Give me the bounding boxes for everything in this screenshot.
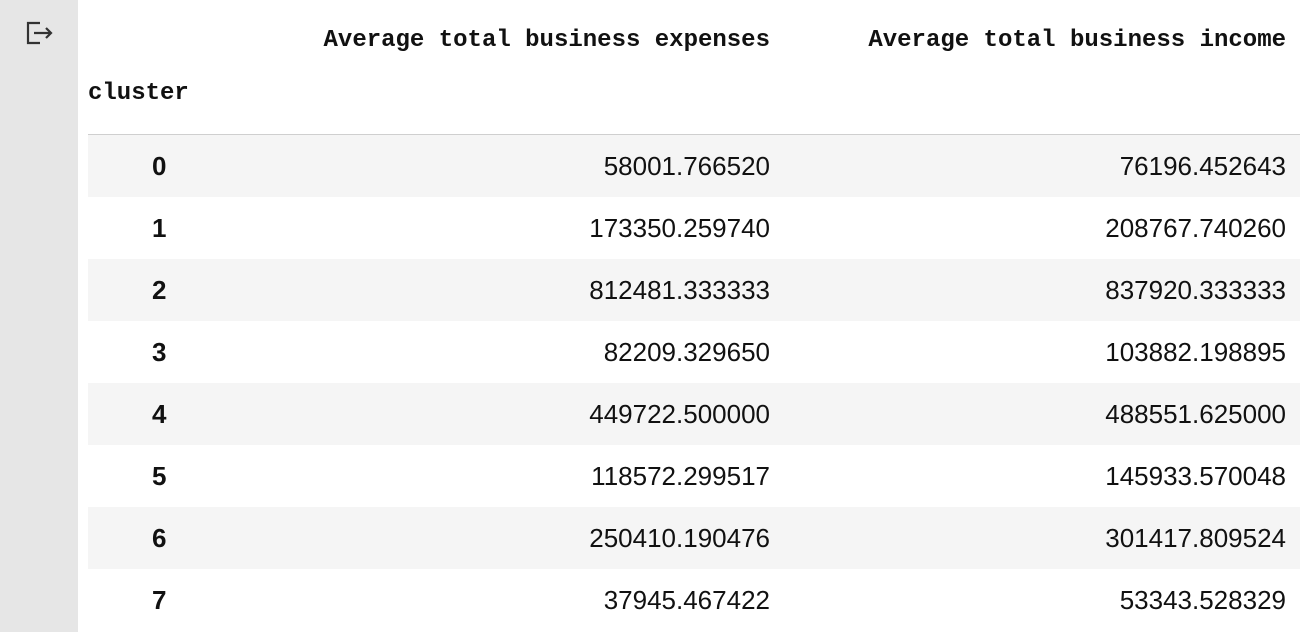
row-index-cell: 1 xyxy=(152,212,167,243)
expenses-cell: 58001.766520 xyxy=(603,150,770,181)
income-cell: 53343.528329 xyxy=(1119,584,1286,615)
output-gutter xyxy=(0,0,78,632)
table-row: 5 118572.299517 145933.570048 xyxy=(88,445,1300,507)
table-row: 3 82209.329650 103882.198895 xyxy=(88,321,1300,383)
expenses-cell: 118572.299517 xyxy=(591,460,770,491)
income-cell: 837920.333333 xyxy=(1105,274,1286,305)
index-name-row: cluster xyxy=(88,80,1300,135)
index-name-spacer xyxy=(770,80,1300,135)
output-redirect-icon[interactable] xyxy=(24,18,58,48)
dataframe-table: Average total business expenses Average … xyxy=(88,0,1300,631)
table-row: 4 449722.500000 488551.625000 xyxy=(88,383,1300,445)
dataframe-output: Average total business expenses Average … xyxy=(88,0,1300,631)
expenses-cell: 812481.333333 xyxy=(589,274,770,305)
row-index-cell: 7 xyxy=(152,584,167,615)
corner-header xyxy=(88,0,250,80)
table-row: 1 173350.259740 208767.740260 xyxy=(88,197,1300,259)
income-cell: 76196.452643 xyxy=(1119,150,1286,181)
expenses-cell: 37945.467422 xyxy=(603,584,770,615)
expenses-cell: 173350.259740 xyxy=(589,212,770,243)
income-cell: 301417.809524 xyxy=(1105,522,1286,553)
row-index-cell: 5 xyxy=(152,460,167,491)
income-cell: 488551.625000 xyxy=(1105,398,1286,429)
expenses-cell: 250410.190476 xyxy=(589,522,770,553)
table-row: 6 250410.190476 301417.809524 xyxy=(88,507,1300,569)
index-name-header: cluster xyxy=(88,80,250,135)
row-index-cell: 4 xyxy=(152,398,167,429)
row-index-cell: 6 xyxy=(152,522,167,553)
row-index-cell: 0 xyxy=(152,150,167,181)
income-cell: 145933.570048 xyxy=(1105,460,1286,491)
column-header-income: Average total business income xyxy=(868,26,1286,54)
expenses-cell: 449722.500000 xyxy=(589,398,770,429)
table-row: 0 58001.766520 76196.452643 xyxy=(88,134,1300,197)
table-body: 0 58001.766520 76196.452643 1 173350.259740 2… xyxy=(88,134,1300,631)
column-header-expenses: Average total business expenses xyxy=(323,26,770,54)
income-cell: 103882.198895 xyxy=(1105,336,1286,367)
table-row: 2 812481.333333 837920.333333 xyxy=(88,259,1300,321)
column-header-row: Average total business expenses Average … xyxy=(88,0,1300,80)
row-index-cell: 2 xyxy=(152,274,167,305)
expenses-cell: 82209.329650 xyxy=(603,336,770,367)
row-index-cell: 3 xyxy=(152,336,167,367)
index-name-spacer xyxy=(250,80,770,135)
table-row: 7 37945.467422 53343.528329 xyxy=(88,569,1300,631)
income-cell: 208767.740260 xyxy=(1105,212,1286,243)
